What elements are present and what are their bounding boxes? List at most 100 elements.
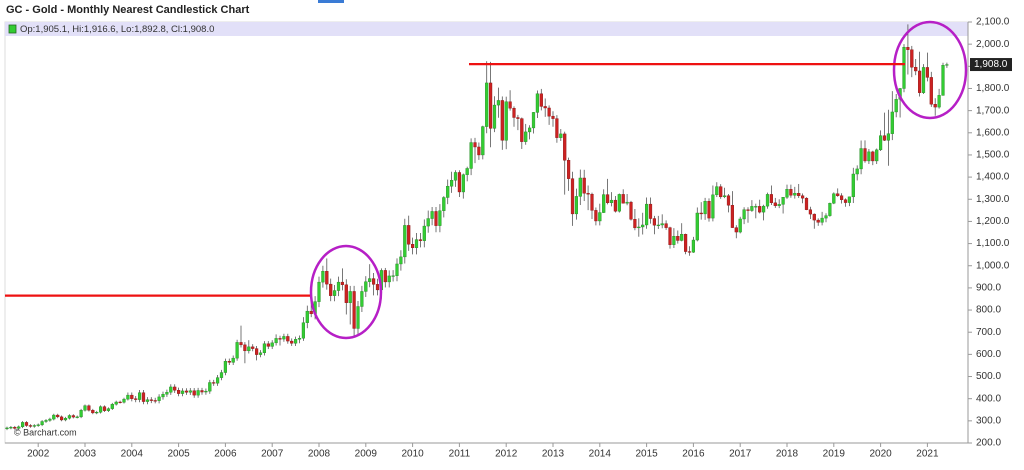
candle-body [504, 101, 508, 141]
candle-body [508, 101, 512, 109]
candle-body [929, 77, 933, 105]
candle-body [282, 336, 286, 340]
candle-body [746, 209, 750, 211]
candle-body [777, 204, 781, 206]
candle-body [196, 390, 200, 396]
candle-body [551, 115, 555, 119]
y-tick-label: 1,400.0 [976, 172, 1010, 183]
candle-body [738, 218, 742, 233]
candle-body [730, 205, 734, 228]
candle-body [516, 117, 520, 119]
candle-body [695, 212, 699, 241]
y-tick-label: 300.0 [976, 415, 1001, 426]
candle-body [797, 193, 801, 196]
candle-body [906, 47, 910, 50]
candle-body [321, 271, 325, 283]
candle-body [703, 201, 707, 215]
candle-body [340, 281, 344, 285]
candle-body [403, 225, 407, 258]
candle-body [843, 199, 848, 203]
candle-body [294, 339, 298, 344]
candle-body [239, 342, 243, 346]
candle-body [664, 223, 668, 228]
candle-body [855, 168, 859, 175]
candle-body [434, 211, 438, 226]
candle-body [44, 420, 48, 422]
candle-body [399, 256, 403, 265]
candle-body [457, 172, 461, 193]
candle-body [606, 194, 610, 204]
candle-body [184, 390, 188, 393]
candle-body [785, 189, 789, 198]
candle-body [63, 417, 68, 421]
candle-body [793, 193, 797, 196]
candle-body [691, 239, 695, 253]
x-tick-label: 2006 [214, 449, 237, 460]
candle-body [734, 227, 738, 233]
y-tick-label: 2,000.0 [976, 39, 1010, 50]
x-tick-label: 2002 [27, 449, 50, 460]
candle-body [680, 234, 684, 241]
candle-body [836, 193, 840, 196]
candle-body [859, 148, 863, 170]
x-tick-label: 2015 [635, 449, 658, 460]
candle-body [469, 142, 473, 169]
candle-body [660, 223, 664, 226]
y-tick-label: 200.0 [976, 438, 1001, 449]
candle-body [422, 225, 426, 241]
candle-body [176, 390, 181, 394]
x-tick-label: 2014 [589, 449, 612, 460]
candle-body [723, 195, 727, 198]
candle-body [699, 212, 703, 215]
candle-body [71, 415, 75, 418]
x-tick-label: 2021 [916, 449, 939, 460]
candle-body [676, 236, 680, 241]
candle-body [360, 291, 364, 307]
x-tick-label: 2011 [449, 449, 471, 460]
candle-body [87, 405, 91, 411]
candle-body [910, 49, 914, 68]
candle-body [629, 201, 633, 220]
candle-body [645, 203, 649, 226]
candle-body [641, 224, 645, 228]
candle-body [130, 394, 134, 399]
legend-text: Op:1,905.1, Hi:1,916.6, Lo:1,892.8, Cl:1… [20, 24, 214, 35]
candle-body [820, 217, 824, 223]
candle-body [426, 218, 430, 227]
candle-body [13, 427, 17, 429]
candle-body [465, 168, 469, 175]
candle-body [535, 93, 539, 113]
candle-body [637, 226, 641, 229]
candle-body [227, 361, 231, 363]
candle-body [621, 194, 625, 204]
candle-body [828, 203, 832, 216]
candle-body [102, 406, 107, 411]
candle-body [24, 422, 29, 426]
candle-body [617, 194, 621, 212]
candle-body [348, 291, 352, 303]
x-tick-label: 2012 [495, 449, 518, 460]
candle-body [851, 173, 855, 198]
candle-body [161, 394, 165, 398]
candle-body [122, 398, 126, 403]
candle-body [563, 133, 567, 161]
x-tick-label: 2010 [401, 449, 424, 460]
candle-body [137, 392, 142, 400]
candle-body [266, 343, 270, 347]
candle-body [258, 352, 263, 355]
candle-body [106, 408, 110, 411]
candle-body [672, 236, 676, 245]
candle-body [871, 151, 875, 162]
y-tick-label: 1,500.0 [976, 150, 1010, 161]
candle-body [383, 270, 387, 283]
candle-body [531, 112, 536, 129]
candle-body [83, 405, 87, 411]
x-tick-label: 2020 [869, 449, 892, 460]
candle-body [489, 82, 493, 129]
candle-body [726, 195, 731, 206]
candle-body [17, 426, 21, 429]
candle-body [684, 234, 688, 252]
candle-body [286, 336, 290, 342]
candle-body [192, 390, 196, 396]
candle-body [824, 215, 828, 219]
